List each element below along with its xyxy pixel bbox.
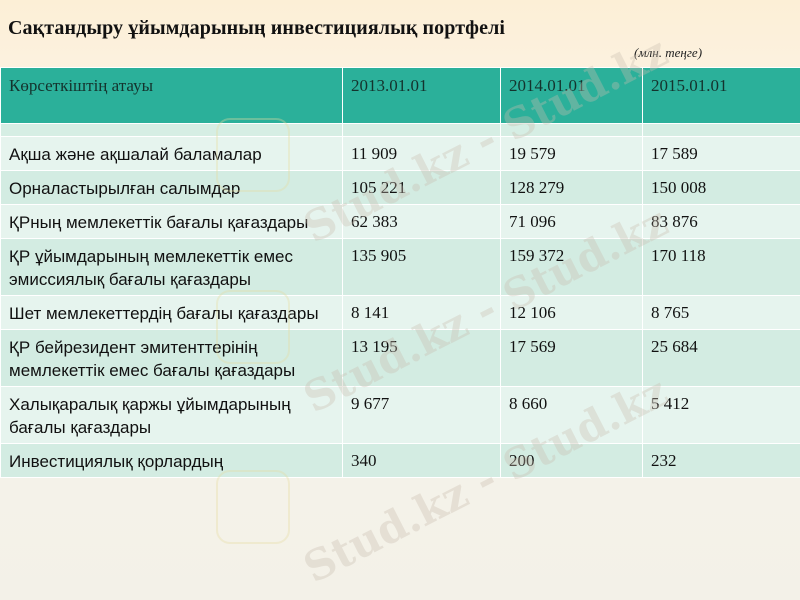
row-label-cell: Халықаралық қаржы ұйымдарының бағалы қағ… — [0, 386, 343, 444]
value-cell: 200 — [500, 443, 643, 478]
table-spacer-row — [0, 123, 800, 137]
spacer-cell — [342, 123, 501, 137]
table-row: Шет мемлекеттердің бағалы қағаздары 8 141… — [0, 295, 800, 330]
value-cell: 105 221 — [342, 170, 501, 205]
value-cell: 5 412 — [642, 386, 800, 444]
value-cell: 71 096 — [500, 204, 643, 239]
value-cell: 11 909 — [342, 136, 501, 171]
spacer-cell — [500, 123, 643, 137]
row-label-cell: ҚР ұйымдарының мемлекеттік емес эмиссиял… — [0, 238, 343, 296]
value-cell: 340 — [342, 443, 501, 478]
table-header-row: Көрсеткіштің атауы 2013.01.01 2014.01.01… — [0, 67, 800, 124]
value-cell: 13 195 — [342, 329, 501, 387]
value-cell: 12 106 — [500, 295, 643, 330]
header-date-2014: 2014.01.01 — [500, 67, 643, 124]
header-date-2013: 2013.01.01 — [342, 67, 501, 124]
value-cell: 170 118 — [642, 238, 800, 296]
value-cell: 8 765 — [642, 295, 800, 330]
table-row: Халықаралық қаржы ұйымдарының бағалы қағ… — [0, 386, 800, 444]
value-cell: 25 684 — [642, 329, 800, 387]
table-row: ҚР ұйымдарының мемлекеттік емес эмиссиял… — [0, 238, 800, 296]
value-cell: 128 279 — [500, 170, 643, 205]
spacer-cell — [642, 123, 800, 137]
portfolio-table: Көрсеткіштің атауы 2013.01.01 2014.01.01… — [0, 67, 800, 478]
row-label-cell: Инвестициялық қорлардың — [0, 443, 343, 478]
table-row: Орналастырылған салымдар 105 221 128 279 15… — [0, 170, 800, 205]
value-cell: 83 876 — [642, 204, 800, 239]
row-label-cell: ҚРның мемлекеттік бағалы қағаздары — [0, 204, 343, 239]
value-cell: 17 589 — [642, 136, 800, 171]
value-cell: 8 660 — [500, 386, 643, 444]
table-row: ҚР бейрезидент эмитенттерінің мемлекетті… — [0, 329, 800, 387]
value-cell: 232 — [642, 443, 800, 478]
value-cell: 17 569 — [500, 329, 643, 387]
header-indicator-name: Көрсеткіштің атауы — [0, 67, 343, 124]
table-row: Ақша және ақшалай баламалар 11 909 19 579 1… — [0, 136, 800, 171]
value-cell: 150 008 — [642, 170, 800, 205]
table-row: Инвестициялық қорлардың 340 200 232 — [0, 443, 800, 478]
spacer-cell — [0, 123, 343, 137]
page-title: Сақтандыру ұйымдарының инвестициялық пор… — [8, 17, 506, 39]
row-label-cell: Шет мемлекеттердің бағалы қағаздары — [0, 295, 343, 330]
row-label-cell: ҚР бейрезидент эмитенттерінің мемлекетті… — [0, 329, 343, 387]
value-cell: 19 579 — [500, 136, 643, 171]
value-cell: 135 905 — [342, 238, 501, 296]
row-label-cell: Ақша және ақшалай баламалар — [0, 136, 343, 171]
header-date-2015: 2015.01.01 — [642, 67, 800, 124]
value-cell: 62 383 — [342, 204, 501, 239]
row-label-cell: Орналастырылған салымдар — [0, 170, 343, 205]
value-cell: 159 372 — [500, 238, 643, 296]
unit-note: (млн. теңге) — [634, 45, 703, 60]
watermark-logo-icon — [216, 470, 290, 544]
value-cell: 8 141 — [342, 295, 501, 330]
value-cell: 9 677 — [342, 386, 501, 444]
table-row: ҚРның мемлекеттік бағалы қағаздары 62 383… — [0, 204, 800, 239]
